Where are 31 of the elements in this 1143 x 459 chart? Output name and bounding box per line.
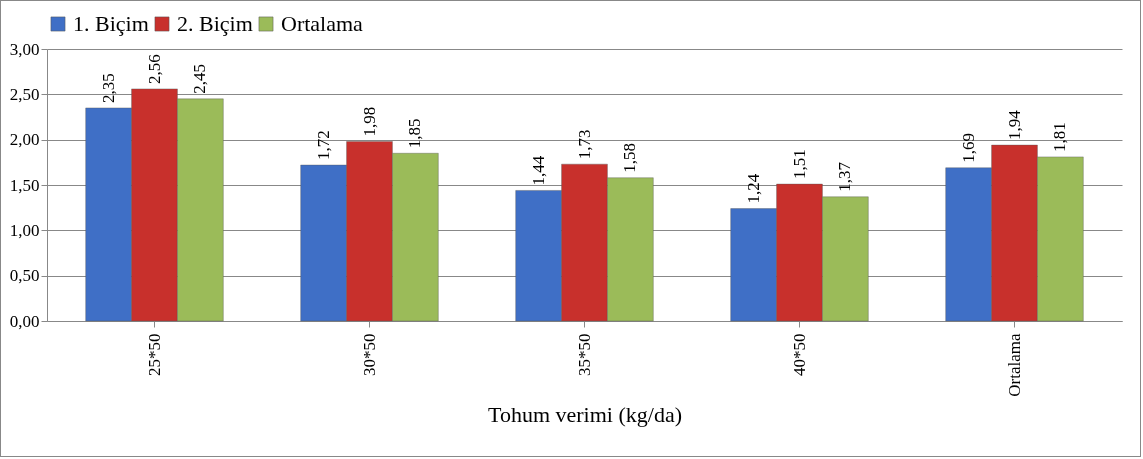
- y-tick-label: 1,50: [9, 175, 40, 195]
- y-tick-label: 2,50: [9, 84, 40, 104]
- data-label: 1,37: [835, 161, 855, 192]
- data-label: 1,85: [405, 118, 425, 149]
- data-label: 1,73: [574, 129, 594, 160]
- data-label: 2,45: [190, 64, 210, 94]
- data-label: 2,56: [144, 54, 164, 84]
- legend-label: 1. Biçim: [73, 11, 149, 36]
- data-label: 1,69: [958, 133, 978, 163]
- data-label: 1,51: [789, 149, 809, 180]
- data-label: 1,81: [1050, 122, 1070, 152]
- data-label: 1,24: [743, 173, 763, 204]
- data-label: 1,72: [313, 130, 333, 161]
- y-tick-label: 1,00: [9, 220, 40, 240]
- data-label: 2,35: [98, 73, 118, 103]
- x-tick-label: 35*50: [574, 333, 594, 376]
- y-tick-label: 3,00: [9, 39, 40, 59]
- data-label: 1,94: [1004, 109, 1024, 141]
- x-tick-label: 40*50: [789, 333, 809, 376]
- y-tick-label: 2,00: [9, 130, 40, 150]
- x-tick-label: 25*50: [144, 333, 164, 376]
- x-tick-label: Ortalama: [1004, 333, 1024, 397]
- legend-label: 2. Biçim: [177, 11, 253, 36]
- legend-label: Ortalama: [281, 11, 364, 36]
- data-label: 1,58: [620, 143, 640, 173]
- x-axis-title: Tohum verimi (kg/da): [488, 401, 682, 427]
- y-tick-label: 0,00: [9, 311, 40, 331]
- data-label: 1,98: [359, 106, 379, 137]
- y-tick-label: 0,50: [9, 266, 40, 286]
- x-tick-label: 30*50: [359, 333, 379, 376]
- data-label: 1,44: [528, 155, 548, 186]
